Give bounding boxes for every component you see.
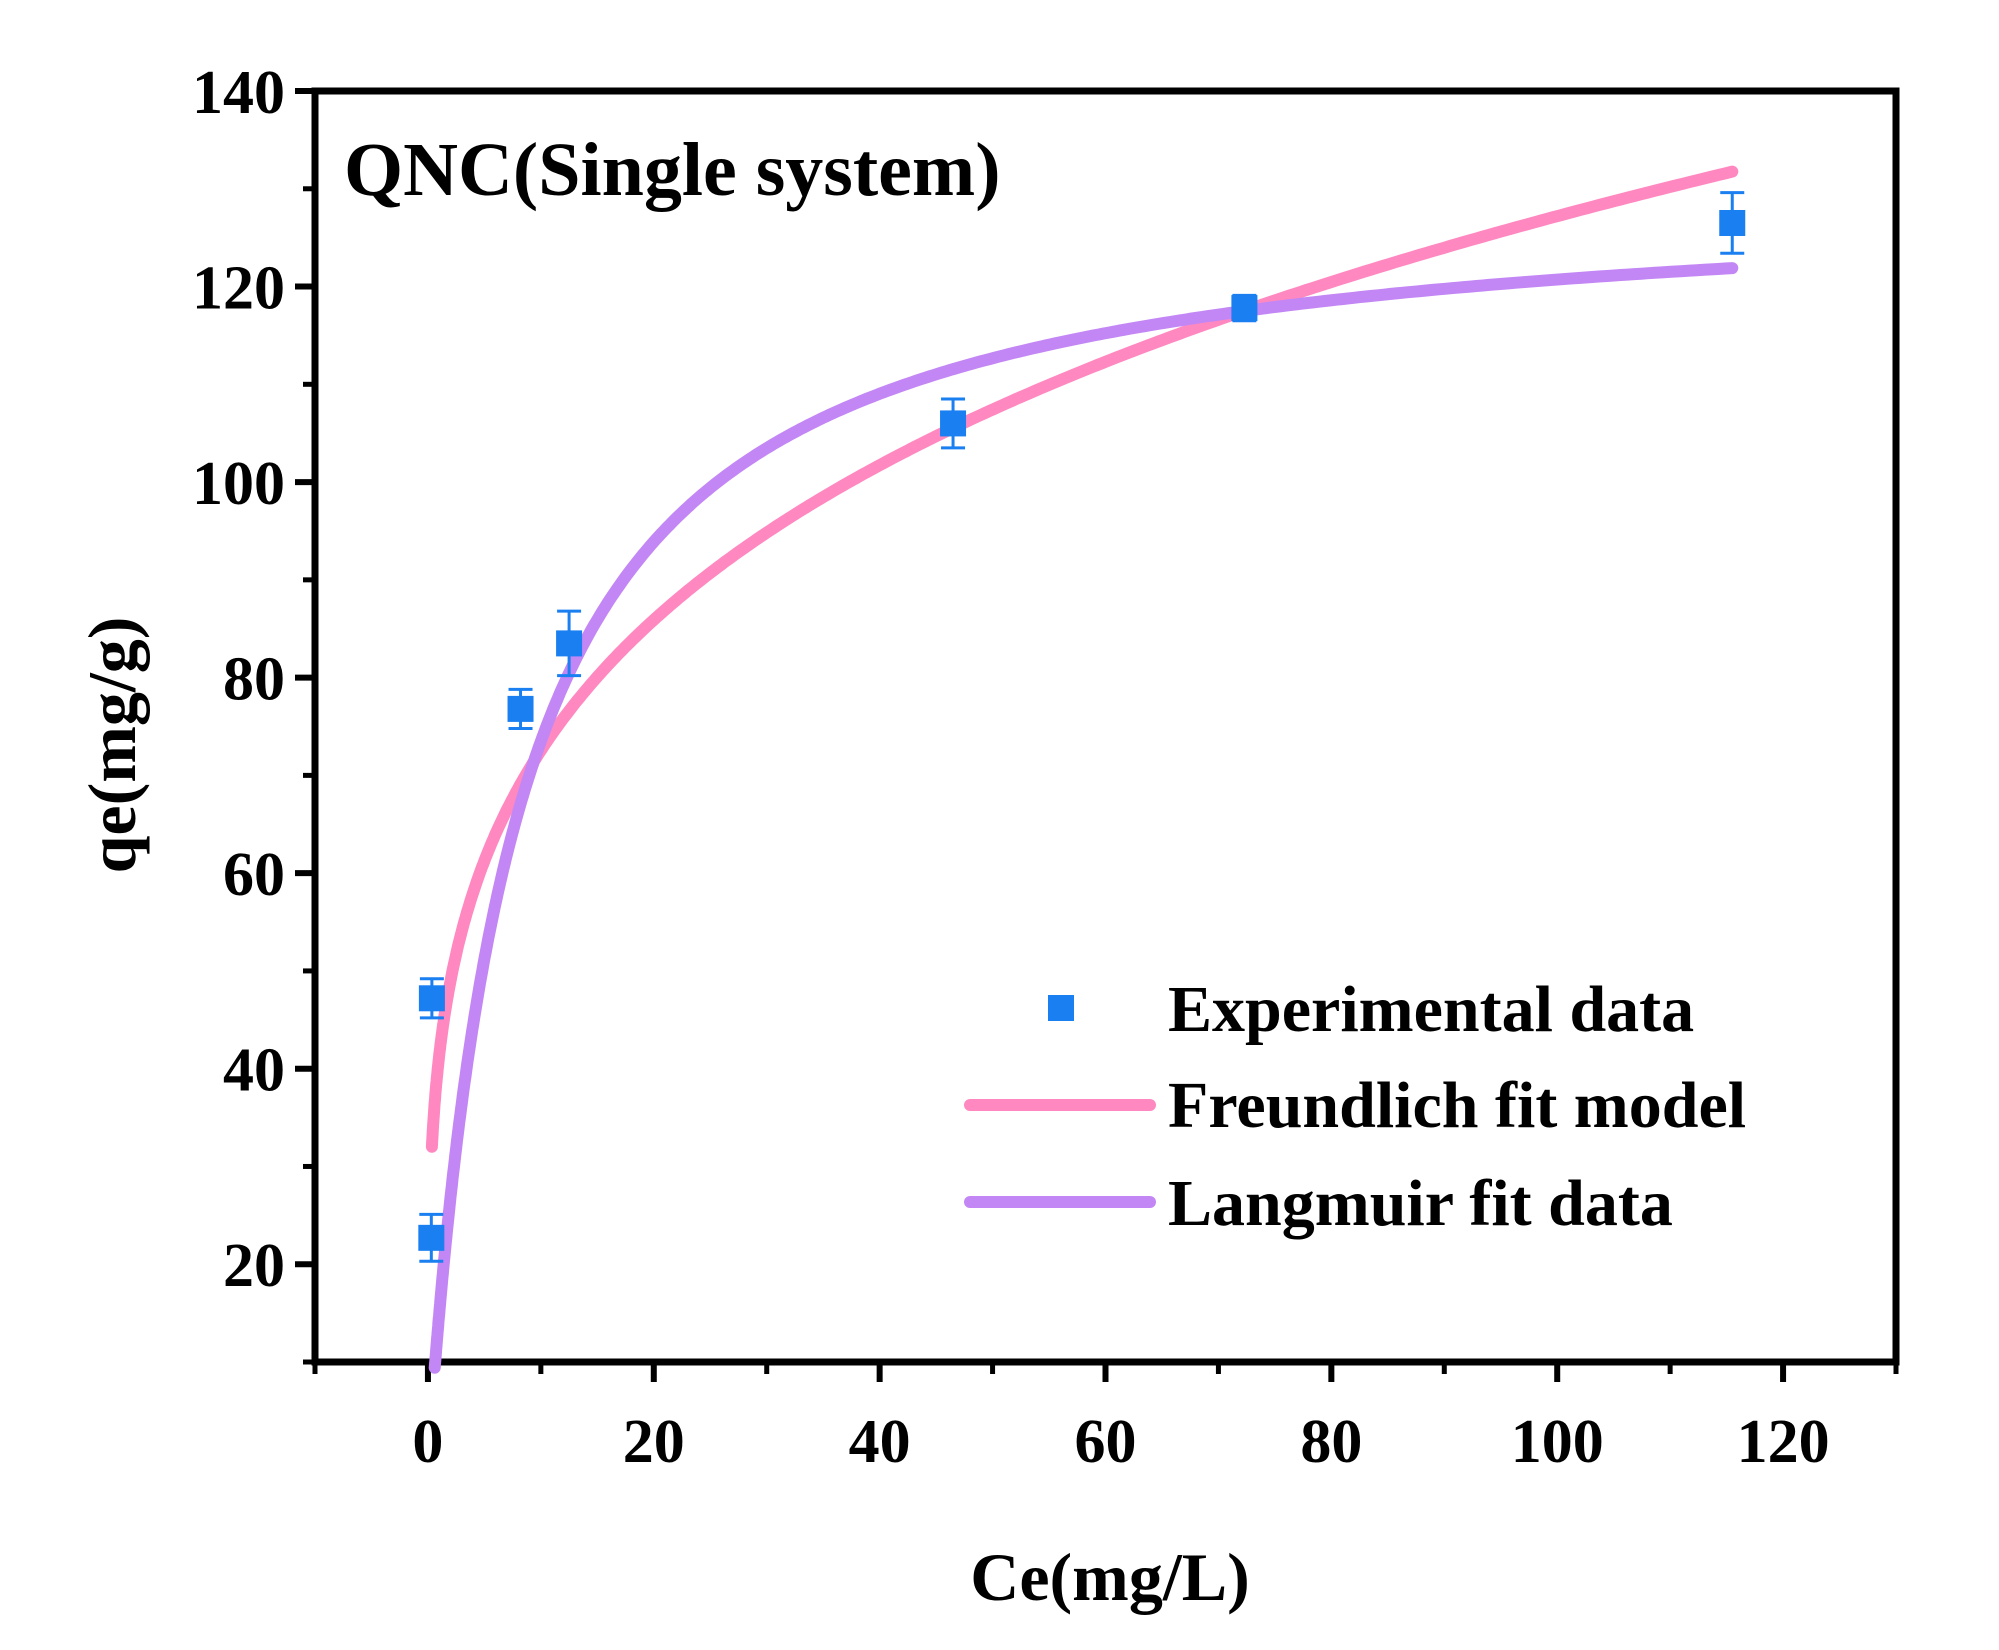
legend-label-langmuir: Langmuir fit data bbox=[1168, 1167, 1673, 1240]
y-tick-label: 80 bbox=[223, 646, 285, 714]
x-tick-label: 80 bbox=[1300, 1408, 1362, 1476]
legend-item-langmuir: Langmuir fit data bbox=[964, 1167, 1673, 1240]
y-tick-label: 100 bbox=[192, 450, 285, 518]
data-marker bbox=[556, 630, 583, 657]
langmuir-fit-curve bbox=[428, 262, 1739, 1374]
legend-label-freundlich: Freundlich fit model bbox=[1168, 1069, 1746, 1142]
data-marker bbox=[1719, 209, 1746, 236]
fit-curves bbox=[425, 165, 1739, 1374]
x-tick-label: 0 bbox=[412, 1408, 443, 1476]
x-tick-label: 100 bbox=[1511, 1408, 1604, 1476]
axis-ticks bbox=[295, 88, 1899, 1382]
y-tick-label: 120 bbox=[192, 255, 285, 323]
freundlich-fit-curve bbox=[425, 165, 1739, 1153]
y-axis-title: qe(mg/g) bbox=[74, 617, 150, 874]
legend-item-experimental: Experimental data bbox=[1048, 973, 1694, 1046]
data-point bbox=[418, 977, 445, 1020]
data-marker bbox=[418, 985, 445, 1012]
data-point bbox=[507, 687, 534, 730]
x-tick-label: 40 bbox=[849, 1408, 911, 1476]
data-marker bbox=[507, 695, 534, 722]
legend-label-experimental: Experimental data bbox=[1168, 973, 1694, 1046]
x-tick-labels: 0 20 40 60 80 100 120 bbox=[412, 1408, 1829, 1476]
data-point bbox=[940, 397, 967, 450]
x-tick-label: 60 bbox=[1075, 1408, 1137, 1476]
x-tick-label: 120 bbox=[1737, 1408, 1830, 1476]
legend-swatch-experimental bbox=[1048, 995, 1074, 1021]
y-tick-label: 40 bbox=[223, 1037, 285, 1105]
data-marker bbox=[418, 1224, 445, 1251]
data-marker bbox=[1231, 295, 1258, 322]
data-point bbox=[1719, 191, 1746, 255]
y-tick-label: 60 bbox=[223, 841, 285, 909]
y-tick-labels: 20 40 60 80 100 120 140 bbox=[192, 59, 285, 1300]
legend: Experimental data Freundlich fit model L… bbox=[964, 973, 1746, 1240]
x-axis-title: Ce(mg/L) bbox=[970, 1539, 1249, 1615]
y-tick-label: 20 bbox=[223, 1232, 285, 1300]
data-marker bbox=[940, 410, 967, 437]
legend-item-freundlich: Freundlich fit model bbox=[964, 1069, 1746, 1142]
experimental-points bbox=[418, 191, 1746, 1263]
data-point bbox=[556, 609, 583, 678]
data-point bbox=[1231, 293, 1258, 323]
y-tick-label: 140 bbox=[192, 59, 285, 127]
x-tick-label: 20 bbox=[623, 1408, 685, 1476]
panel-title: QNC(Single system) bbox=[344, 128, 1001, 212]
data-point bbox=[418, 1212, 445, 1263]
